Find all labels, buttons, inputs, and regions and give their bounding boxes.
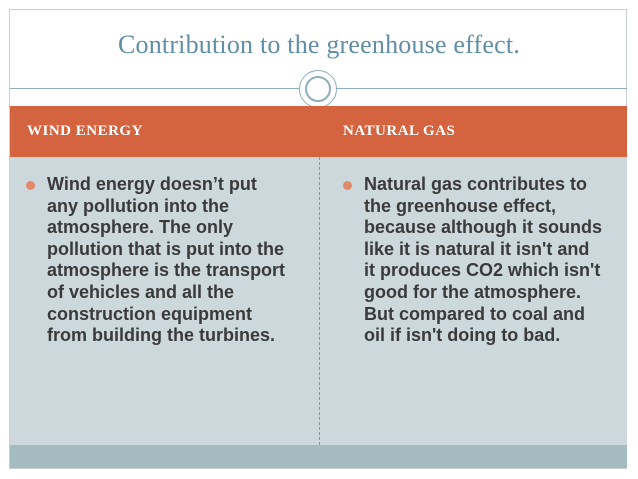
bullet-icon bbox=[343, 181, 352, 190]
comparison-table: WIND ENERGY NATURAL GAS Wind energy does… bbox=[10, 106, 627, 468]
slide-title: Contribution to the greenhouse effect. bbox=[117, 30, 521, 59]
wind-energy-text: Wind energy doesn’t put any pollution in… bbox=[47, 174, 286, 346]
cell-natural-gas: Natural gas contributes to the greenhous… bbox=[343, 174, 605, 347]
table-body-row: Wind energy doesn’t put any pollution in… bbox=[10, 157, 627, 445]
bullet-icon bbox=[26, 181, 35, 190]
header-natural-gas: NATURAL GAS bbox=[343, 123, 456, 139]
circle-ornament-icon bbox=[299, 70, 337, 108]
cell-wind-energy: Wind energy doesn’t put any pollution in… bbox=[26, 174, 286, 347]
circle-ornament-inner bbox=[305, 76, 331, 102]
header-wind-energy: WIND ENERGY bbox=[27, 123, 143, 139]
table-header-row: WIND ENERGY NATURAL GAS bbox=[10, 106, 627, 157]
table-footer-band bbox=[10, 445, 627, 468]
column-divider bbox=[319, 157, 320, 445]
natural-gas-text: Natural gas contributes to the greenhous… bbox=[364, 174, 603, 346]
